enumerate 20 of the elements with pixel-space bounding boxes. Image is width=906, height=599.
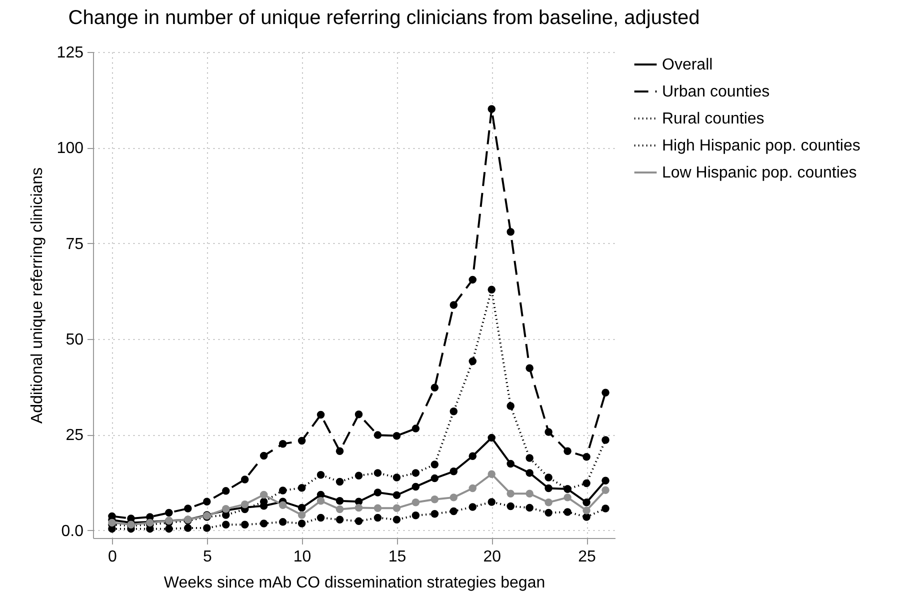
legend-label: High Hispanic pop. counties [662, 138, 860, 154]
legend-label: Low Hispanic pop. counties [662, 164, 857, 182]
chart-title: Change in number of unique referring clinicians from baseline, adjusted [68, 7, 700, 29]
legend-label: Rural counties [662, 110, 764, 128]
y-tick-label: 25 [66, 427, 84, 444]
legend-label: Urban counties [662, 84, 770, 100]
x-tick-label: 10 [293, 548, 312, 566]
y-axis-title: Additional unique referring clinicians [28, 167, 46, 424]
x-axis-title: Weeks since mAb CO dissemination strategies began [164, 574, 546, 592]
x-tick-label: 15 [388, 548, 406, 566]
y-tick-label: 75 [66, 236, 84, 253]
x-tick-label: 5 [202, 548, 212, 566]
y-tick-label: 125 [56, 44, 84, 62]
x-tick-label: 25 [578, 548, 596, 566]
x-tick-label: 20 [483, 548, 502, 566]
x-tick-label: 0 [108, 548, 118, 566]
legend-label: Overall [662, 56, 713, 74]
y-tick-label: 0.0 [61, 522, 84, 540]
y-tick-label: 50 [66, 332, 84, 349]
y-tick-label: 100 [56, 140, 84, 158]
